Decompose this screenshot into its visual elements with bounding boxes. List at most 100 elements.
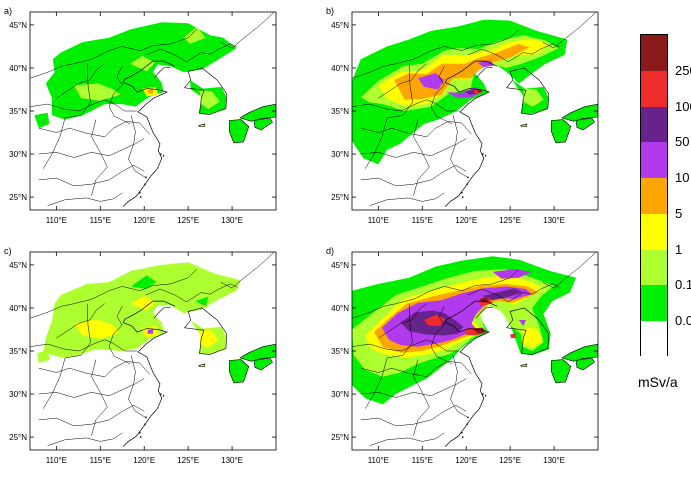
map-panel-c: 110°E 115°E 120°E 125°E 130°E 45°N 40°N 35°N 30°… <box>4 246 277 465</box>
map-content-a <box>30 12 276 207</box>
island-dot <box>467 176 469 179</box>
island-dot <box>162 154 165 157</box>
lat-tick-label: 35°N <box>331 107 349 116</box>
dose-region-mid <box>492 269 533 279</box>
jeju-island <box>520 363 528 367</box>
jeju-island <box>520 123 528 127</box>
province-border <box>38 361 150 378</box>
land-outline <box>229 119 250 144</box>
colorbar-label: 250 <box>675 62 691 78</box>
panel-d: 110°E 115°E 120°E 125°E 130°E 45°N 40°N 35°N 30°… <box>322 240 622 478</box>
lat-tick-label: 40°N <box>331 64 349 73</box>
map-content-d <box>352 252 598 447</box>
map-panel-b: 110°E 115°E 120°E 125°E 130°E 45°N 40°N 35°N 30°… <box>326 6 599 225</box>
lon-tick-label: 125°E <box>499 456 521 465</box>
province-border <box>42 303 91 409</box>
province-border <box>467 283 560 303</box>
lat-tick-label: 45°N <box>331 261 349 270</box>
dose-region-mid <box>518 320 526 326</box>
island-dot <box>144 423 146 425</box>
panel-label: c) <box>4 246 12 256</box>
island-dot <box>162 394 165 397</box>
land-outline <box>253 117 273 131</box>
lon-tick-label: 125°E <box>177 456 199 465</box>
lon-tick-label: 115°E <box>412 216 433 225</box>
province-border <box>378 63 427 99</box>
province-border <box>108 66 131 125</box>
dose-region-low <box>522 327 543 348</box>
island-dot <box>461 191 463 194</box>
province-border <box>378 303 427 339</box>
coastline <box>153 306 171 319</box>
dose-region-lowest <box>34 112 50 129</box>
colorbar-label: 0.1 <box>675 277 691 293</box>
lon-tick-label: 125°E <box>177 216 199 225</box>
coastline <box>444 300 498 447</box>
province-border <box>364 303 413 409</box>
coastline <box>122 300 176 447</box>
island-dot <box>466 183 468 185</box>
colorbar-segment <box>641 35 667 72</box>
province-border <box>542 12 597 49</box>
province-border <box>108 306 131 365</box>
jeju-island <box>198 363 206 367</box>
island-dot <box>461 436 464 438</box>
dose-region-lowest <box>195 296 209 307</box>
dose-region-low <box>73 319 120 339</box>
dose-region-low <box>199 330 219 349</box>
lat-tick-label: 25°N <box>9 193 27 202</box>
province-border <box>47 432 123 446</box>
panel-a: 110°E 115°E 120°E 125°E 130°E 45°N 40°N 35°N 30°… <box>0 0 300 236</box>
lon-tick-label: 110°E <box>368 456 389 465</box>
lon-tick-label: 110°E <box>368 216 389 225</box>
coastline <box>475 66 493 79</box>
province-border <box>30 99 138 112</box>
island-dot <box>139 191 141 194</box>
lat-tick-label: 45°N <box>9 261 27 270</box>
lat-tick-label: 40°N <box>9 304 27 313</box>
province-border <box>91 359 108 436</box>
colorbar-segment <box>641 70 667 108</box>
colorbar-label: 100 <box>675 98 691 114</box>
province-border <box>38 164 145 187</box>
dose-region-lower <box>199 90 220 110</box>
lon-tick-label: 130°E <box>543 216 565 225</box>
island-dot <box>466 423 468 425</box>
province-border <box>352 29 520 79</box>
colorbar-units: mSv/a <box>638 374 678 390</box>
province-border <box>360 361 472 378</box>
island-dot <box>145 176 147 179</box>
lon-tick-label: 110°E <box>46 456 67 465</box>
lat-tick-label: 35°N <box>331 347 349 356</box>
panel-b: 110°E 115°E 120°E 125°E 130°E 45°N 40°N 35°N 30°… <box>322 0 622 236</box>
island-dot <box>484 394 487 397</box>
land-outline <box>551 359 572 384</box>
map-content-c <box>30 252 276 447</box>
colorbar-segment <box>641 142 667 179</box>
province-border <box>364 63 413 169</box>
province-border <box>413 359 430 436</box>
land-outline <box>561 343 598 362</box>
coastline <box>153 66 171 79</box>
land-outline <box>506 67 550 115</box>
colorbar-label: 10 <box>675 170 690 186</box>
colorbar-segment <box>641 178 667 215</box>
lon-tick-label: 115°E <box>412 456 433 465</box>
lat-tick-label: 25°N <box>331 193 349 202</box>
province-border <box>145 283 238 303</box>
province-border <box>42 63 91 169</box>
island-dot <box>482 153 484 155</box>
province-border <box>56 63 105 99</box>
lat-tick-label: 25°N <box>331 433 349 442</box>
colorbar-segment <box>641 249 667 286</box>
lon-tick-label: 130°E <box>543 456 565 465</box>
lat-tick-label: 25°N <box>9 433 27 442</box>
province-border <box>430 306 453 365</box>
province-border <box>430 66 453 125</box>
province-border <box>369 432 445 446</box>
colorbar-segment <box>641 213 667 251</box>
land-outline <box>551 119 572 144</box>
coastline <box>475 306 493 319</box>
province-border <box>38 404 145 427</box>
province-border <box>360 404 467 427</box>
